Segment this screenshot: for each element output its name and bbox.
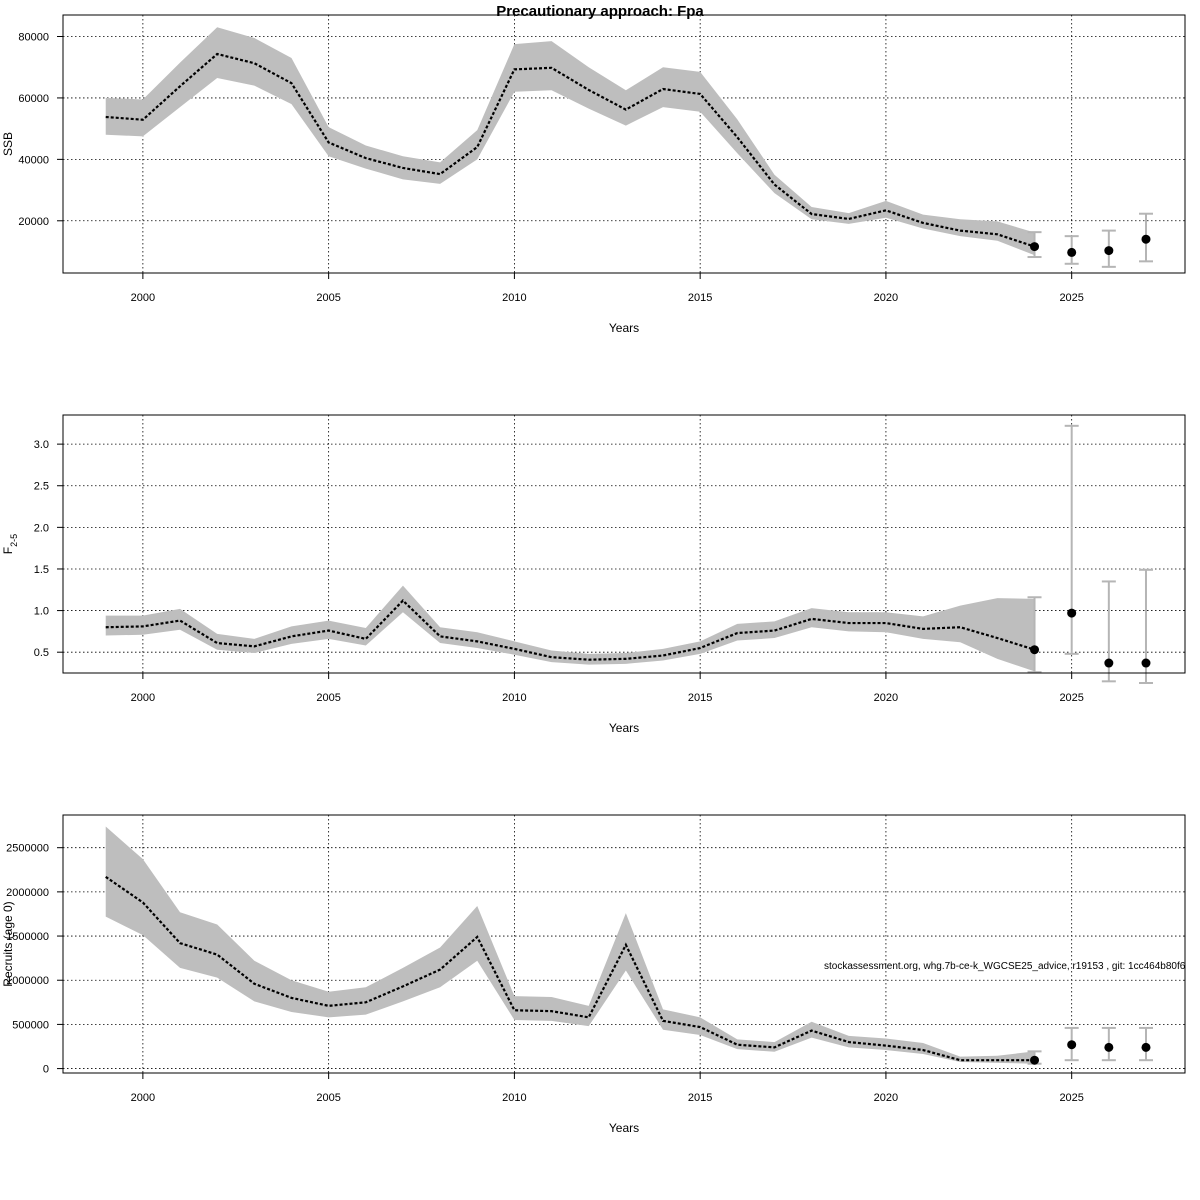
- plot-frame: [62, 414, 1186, 674]
- x-tick-label: 2025: [1059, 292, 1083, 304]
- x-tick-label: 2010: [502, 1092, 526, 1104]
- x-tick-label: 2025: [1059, 692, 1083, 704]
- y-tick-label: 3.0: [34, 439, 49, 451]
- x-tick-label: 2000: [131, 292, 155, 304]
- x-tick-label: 2000: [131, 692, 155, 704]
- confidence-band: [105, 826, 1035, 1064]
- x-tick-label: 2005: [316, 292, 340, 304]
- x-tick-label: 2005: [316, 692, 340, 704]
- projection-point: [1030, 1055, 1040, 1065]
- x-tick-label: 2015: [688, 292, 712, 304]
- y-tick-label: 2.5: [34, 481, 49, 493]
- projection-point: [1104, 658, 1114, 668]
- y-tick-label: 80000: [18, 32, 49, 44]
- x-tick-label: 2010: [502, 692, 526, 704]
- x-tick-label: 2015: [688, 692, 712, 704]
- projection-point: [1030, 645, 1040, 655]
- y-tick-label: 20000: [18, 216, 49, 228]
- projection-point: [1141, 234, 1151, 244]
- projection-point: [1141, 1042, 1151, 1052]
- panel-2: 2000 2005 2010 2015 2020 2025 0.5 1.0 1.5 2.0 2.5 3…: [1, 414, 1186, 735]
- y-tick-label: 0.5: [34, 647, 49, 659]
- projection-point: [1141, 658, 1151, 668]
- x-axis-label: Years: [609, 721, 639, 735]
- plot-frame: [62, 814, 1186, 1074]
- y-tick-label: 2000000: [6, 887, 49, 899]
- y-tick-label: 1000000: [6, 975, 49, 987]
- x-tick-label: 2005: [316, 1092, 340, 1104]
- y-tick-label: 40000: [18, 154, 49, 166]
- panel-1: 2000 2005 2010 2015 2020 2025 20000 40000 60000 8…: [1, 14, 1186, 335]
- y-tick-label: 1500000: [6, 931, 49, 943]
- y-tick-label: 2.0: [34, 522, 49, 534]
- x-tick-label: 2000: [131, 1092, 155, 1104]
- figure-title: Precautionary approach: Fpa: [496, 3, 704, 20]
- projection-point: [1104, 1042, 1114, 1052]
- x-axis-label: Years: [609, 321, 639, 335]
- plot-frame: [62, 14, 1186, 274]
- y-axis-label: F2-5: [1, 534, 19, 554]
- confidence-band: [105, 27, 1035, 256]
- panels: 2000 2005 2010 2015 2020 20252000040000600008…: [1, 14, 1186, 1135]
- estimate-line: [105, 52, 1035, 248]
- x-axis-label: Years: [609, 1121, 639, 1135]
- y-tick-label: 1.0: [34, 606, 49, 618]
- projection-point: [1067, 608, 1077, 618]
- x-tick-label: 2020: [874, 292, 898, 304]
- estimate-line: [105, 599, 1035, 661]
- estimate-line: [105, 875, 1035, 1062]
- x-tick-label: 2015: [688, 1092, 712, 1104]
- y-tick-label: 0: [43, 1064, 49, 1076]
- x-tick-label: 2020: [874, 1092, 898, 1104]
- y-axis-label: Recruits (age 0): [1, 901, 15, 986]
- y-tick-label: 2500000: [6, 843, 49, 855]
- projection-point: [1067, 1040, 1077, 1050]
- x-tick-label: 2010: [502, 292, 526, 304]
- projection-point: [1067, 247, 1077, 257]
- x-tick-label: 2020: [874, 692, 898, 704]
- x-tick-label: 2025: [1059, 1092, 1083, 1104]
- projection-point: [1104, 246, 1114, 256]
- y-axis-label: SSB: [1, 132, 15, 156]
- panel-3: 2000 2005 2010 2015 2020 2025 0 500000 1000000 15…: [1, 814, 1186, 1135]
- y-tick-label: 500000: [12, 1019, 49, 1031]
- y-tick-label: 1.5: [34, 564, 49, 576]
- credit-text: stockassessment.org, whg.7b-ce-k_WGCSE25…: [824, 961, 1186, 972]
- y-tick-label: 60000: [18, 93, 49, 105]
- confidence-band: [105, 585, 1035, 672]
- projection-point: [1030, 242, 1040, 252]
